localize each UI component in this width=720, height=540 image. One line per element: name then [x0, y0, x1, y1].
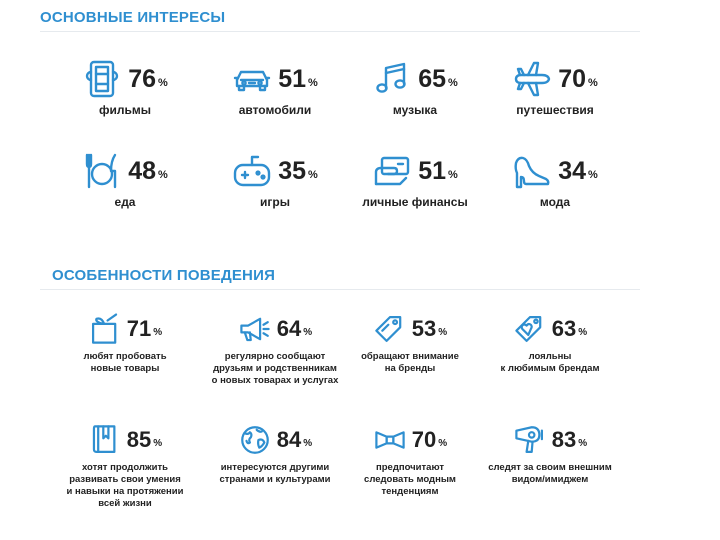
behavior-label: лояльны к любимым брендам: [470, 351, 630, 375]
percent-sign: %: [578, 327, 587, 338]
behavior-item-new-products: 71 % любят пробовать новые товары: [45, 312, 205, 375]
interests-title: ОСНОВНЫЕ ИНТЕРЕСЫ: [40, 9, 225, 26]
high-heel-icon: [512, 151, 552, 191]
percent-sign: %: [588, 169, 598, 181]
percent-sign: %: [308, 169, 318, 181]
percent-sign: %: [448, 169, 458, 181]
behavior-item-brands: 53 % обращают внимание на бренды: [330, 312, 490, 375]
interest-value: 51: [418, 159, 446, 184]
behavior-value: 71: [127, 318, 151, 340]
behavior-item-loyal: 63 % лояльны к любимым брендам: [470, 312, 630, 375]
behavior-item-trends: 70 % предпочитают следовать модным тенде…: [330, 423, 490, 498]
behavior-title: ОСОБЕННОСТИ ПОВЕДЕНИЯ: [52, 267, 275, 284]
behavior-value: 53: [412, 318, 436, 340]
book-icon: [88, 423, 122, 457]
behavior-label: хотят продолжить развивать свои умения и…: [45, 462, 205, 510]
gamepad-icon: [232, 151, 272, 191]
percent-sign: %: [438, 327, 447, 338]
interest-label: еда: [40, 195, 210, 209]
interest-item-food: 48 % еда: [40, 150, 210, 222]
percent-sign: %: [158, 169, 168, 181]
behavior-value: 64: [277, 318, 301, 340]
interests-divider: [40, 31, 640, 32]
interest-value: 51: [278, 67, 306, 92]
interest-value: 76: [128, 67, 156, 92]
behavior-item-learning: 85 % хотят продолжить развивать свои уме…: [45, 423, 205, 510]
behavior-divider: [40, 289, 640, 290]
interest-value: 48: [128, 159, 156, 184]
percent-sign: %: [153, 327, 162, 338]
interest-item-travel: 70 % путешествия: [470, 58, 640, 130]
film-ticket-icon: [82, 59, 122, 99]
interest-label: путешествия: [470, 103, 640, 117]
behavior-value: 70: [412, 429, 436, 451]
plate-fork-knife-icon: [82, 151, 122, 191]
behavior-label: обращают внимание на бренды: [330, 351, 490, 375]
percent-sign: %: [588, 77, 598, 89]
percent-sign: %: [578, 438, 587, 449]
heart-tag-icon: [513, 312, 547, 346]
interest-value: 70: [558, 67, 586, 92]
behavior-label: предпочитают следовать модным тенденциям: [330, 462, 490, 498]
percent-sign: %: [303, 327, 312, 338]
behavior-value: 63: [552, 318, 576, 340]
globe-icon: [238, 423, 272, 457]
behavior-label: следят за своим внешним видом/имиджем: [470, 462, 630, 486]
bow-tie-icon: [373, 423, 407, 457]
car-icon: [232, 59, 272, 99]
gift-box-icon: [88, 312, 122, 346]
airplane-icon: [512, 59, 552, 99]
interest-value: 65: [418, 67, 446, 92]
hair-dryer-icon: [513, 423, 547, 457]
interest-value: 35: [278, 159, 306, 184]
percent-sign: %: [153, 438, 162, 449]
megaphone-icon: [238, 312, 272, 346]
interest-item-fashion: 34 % мода: [470, 150, 640, 222]
behavior-item-appearance: 83 % следят за своим внешним видом/имидж…: [470, 423, 630, 486]
percent-sign: %: [308, 77, 318, 89]
behavior-value: 84: [277, 429, 301, 451]
percent-sign: %: [158, 77, 168, 89]
music-note-icon: [372, 59, 412, 99]
percent-sign: %: [303, 438, 312, 449]
interest-label: фильмы: [40, 103, 210, 117]
interest-value: 34: [558, 159, 586, 184]
percent-sign: %: [448, 77, 458, 89]
percent-sign: %: [438, 438, 447, 449]
interest-label: мода: [470, 195, 640, 209]
price-tag-icon: [373, 312, 407, 346]
behavior-value: 83: [552, 429, 576, 451]
behavior-value: 85: [127, 429, 151, 451]
money-icon: [372, 151, 412, 191]
interest-item-films: 76 % фильмы: [40, 58, 210, 130]
behavior-label: любят пробовать новые товары: [45, 351, 205, 375]
